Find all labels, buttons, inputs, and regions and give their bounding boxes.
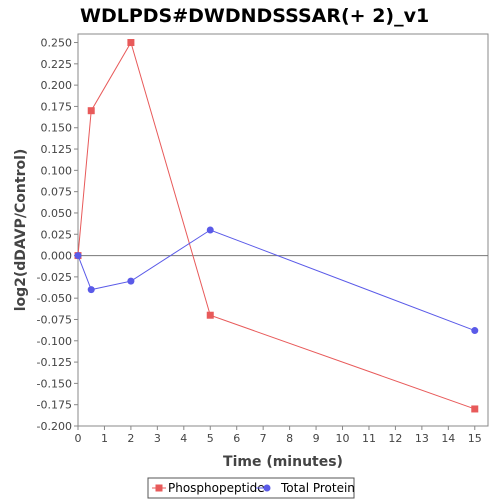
y-axis-label: log2(dDAVP/Control) [13,149,29,312]
x-tick-label: 5 [207,432,214,445]
y-tick-label: 0.050 [41,207,73,220]
x-tick-label: 7 [260,432,267,445]
y-tick-label: 0.025 [41,228,73,241]
x-tick-label: 10 [336,432,350,445]
phosphopeptide-point [87,107,95,115]
phosphopeptide-point [206,311,214,319]
y-tick-label: -0.025 [37,271,72,284]
plot-area [77,33,489,427]
x-tick-label: 13 [415,432,429,445]
legend-box [147,477,355,499]
phosphopeptide-point [127,39,135,47]
y-tick-label: 0.225 [41,58,73,71]
y-tick-label: 0.200 [41,79,73,92]
y-tick-label: 0.125 [41,143,73,156]
y-tick-label: 0.250 [41,37,73,50]
total-protein-point [74,252,82,260]
x-tick-label: 4 [180,432,187,445]
total-protein-point [206,226,214,234]
x-axis: 0 1 2 3 4 5 6 7 8 9 10 11 12 13 14 15 [75,426,482,445]
x-tick-label: 3 [154,432,161,445]
x-tick-label: 9 [313,432,320,445]
total-protein-point [471,327,479,335]
x-tick-label: 11 [362,432,376,445]
y-tick-label: 0.000 [41,250,73,263]
x-tick-label: 8 [286,432,293,445]
total-protein-legend-marker [263,484,271,492]
y-tick-label: -0.125 [37,356,72,369]
legend: Phosphopeptide Total Protein [147,477,355,499]
y-tick-label: 0.100 [41,164,73,177]
phosphopeptide-legend-marker [155,484,163,492]
y-tick-label: -0.200 [37,420,72,433]
y-tick-label: -0.175 [37,399,72,412]
total-protein-legend-label: Total Protein [280,481,355,495]
x-tick-label: 2 [127,432,134,445]
x-tick-label: 6 [233,432,240,445]
phosphopeptide-legend-label: Phosphopeptide [168,481,265,495]
y-tick-label: 0.075 [41,186,73,199]
y-tick-label: 0.175 [41,100,73,113]
y-tick-label: -0.100 [37,335,72,348]
x-tick-label: 0 [75,432,82,445]
series-layer [74,39,479,413]
x-tick-label: 1 [101,432,108,445]
y-tick-label: -0.150 [37,377,72,390]
chart-title: WDLPDS#DWDNDSSSAR(+ 2)_v1 [80,5,429,27]
y-tick-label: 0.150 [41,122,73,135]
x-tick-label: 12 [388,432,402,445]
y-tick-label: -0.075 [37,313,72,326]
x-tick-label: 15 [468,432,482,445]
total-protein-point [87,286,95,294]
x-axis-label: Time (minutes) [223,454,343,470]
y-axis: -0.200 -0.175 -0.150 -0.125 -0.100 -0.075 -0.0… [37,37,78,433]
x-tick-label: 14 [441,432,455,445]
phosphopeptide-point [471,405,479,413]
total-protein-point [127,277,135,285]
y-tick-label: -0.050 [37,292,72,305]
